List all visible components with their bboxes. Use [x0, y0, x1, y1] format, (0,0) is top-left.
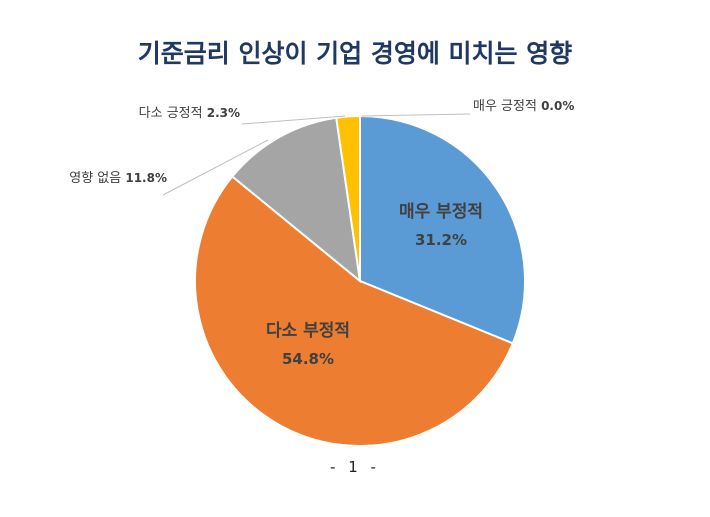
slice-labels: 매우 부정적 31.2% 다소 부정적 54.8% 영향 없음 11.8% 다소 긍정적 …: [69, 99, 574, 368]
slice-4: [335, 114, 361, 282]
slice-5-value: 0.0%: [541, 99, 574, 113]
slice-4-leader-line: [241, 115, 346, 125]
slice-2-label: 다소 부정적: [266, 321, 350, 341]
slice-2-value: 54.8%: [282, 350, 334, 368]
slice-4-value: 2.3%: [207, 106, 240, 120]
slice-3-label: 영향 없음 11.8%: [69, 171, 167, 186]
slice-4-label: 다소 긍정적 2.3%: [139, 106, 240, 121]
slice-3-value: 11.8%: [125, 171, 167, 185]
slice-1: [359, 114, 526, 345]
pie-slices: [194, 114, 526, 447]
leader-lines: [162, 113, 471, 196]
slice-1-label: 매우 부정적: [399, 202, 483, 222]
slice-3-leader-line: [162, 139, 269, 196]
slice-1-value: 31.2%: [415, 231, 467, 249]
slice-5-label: 매우 긍정적 0.0%: [473, 99, 574, 114]
slice-3: [230, 116, 362, 284]
page-number: - 1 -: [330, 458, 380, 476]
slice-2: [194, 175, 515, 447]
slice-5-leader-line: [361, 113, 471, 117]
chart-title: 기준금리 인상이 기업 경영에 미치는 영향: [137, 39, 573, 68]
